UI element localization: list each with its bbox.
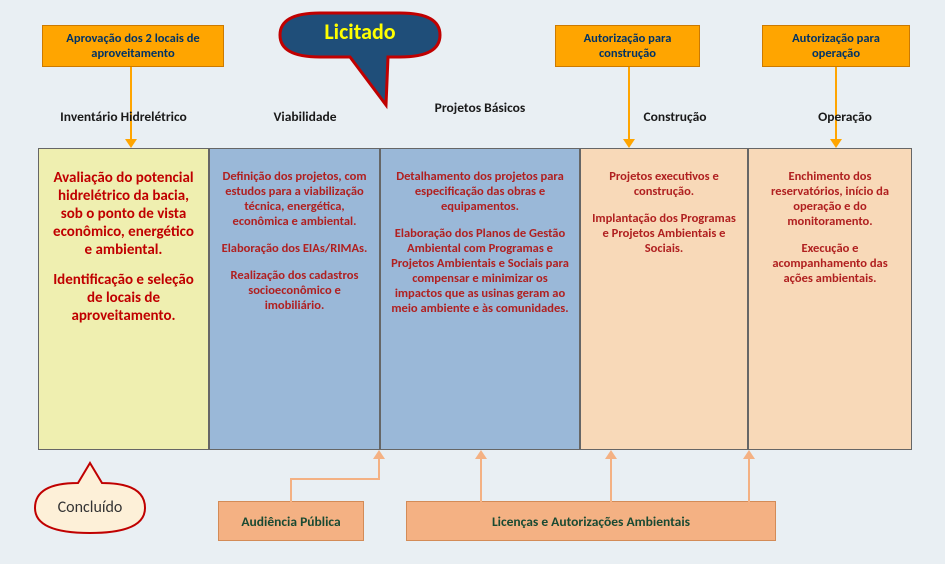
phase-1-p2: Realização dos cadastros socioeconômico …: [220, 268, 369, 313]
phase-0-p0: Avaliação do potencial hidrelétrico da b…: [49, 169, 198, 259]
phase-3-p0: Projetos executivos e construção.: [591, 169, 737, 199]
phase-0-p1: Identificação e seleção de locais de apr…: [49, 271, 198, 325]
concluido-label: Concluído: [42, 498, 138, 517]
licencas-arrow-1: [480, 458, 482, 502]
licencas-box: Licenças e Autorizações Ambientais: [406, 501, 776, 541]
licencas-arrow-2: [610, 458, 612, 502]
col-header-2: Projetos Básicos: [420, 99, 540, 116]
col-header-1: Viabilidade: [255, 108, 355, 125]
audiencia-arrow: [290, 458, 390, 503]
arrow-approval-down: [130, 67, 132, 140]
phase-2-p1: Elaboração dos Planos de Gestão Ambienta…: [391, 226, 569, 316]
authorization-construction-box: Autorização para construção: [555, 25, 700, 67]
phase-1-p1: Elaboração dos EIAs/RIMAs.: [222, 241, 368, 256]
phase-1-p0: Definição dos projetos, com estudos para…: [220, 169, 369, 229]
authorization-operation-box: Autorização para operação: [762, 25, 910, 67]
phase-box-1: Definição dos projetos, com estudos para…: [209, 148, 380, 450]
approval-box: Aprovação dos 2 locais de aproveitamento: [42, 25, 224, 67]
phase-4-p0: Enchimento dos reservatórios, início da …: [759, 169, 901, 229]
arrow-operation-down: [835, 67, 837, 140]
arrow-construction-down: [628, 67, 630, 140]
licencas-arrow-3: [748, 458, 750, 502]
approval-label: Aprovação dos 2 locais de aproveitamento: [49, 31, 217, 61]
phase-2-p0: Detalhamento dos projetos para especific…: [391, 169, 569, 214]
col-header-3: Construção: [615, 108, 735, 125]
phase-3-p1: Implantação dos Programas e Projetos Amb…: [591, 211, 737, 256]
audiencia-publica-label: Audiência Pública: [241, 513, 340, 530]
licencas-label: Licenças e Autorizações Ambientais: [492, 513, 690, 530]
phase-box-0: Avaliação do potencial hidrelétrico da b…: [38, 148, 209, 450]
col-header-4: Operação: [790, 108, 900, 125]
phase-box-4: Enchimento dos reservatórios, início da …: [748, 148, 912, 450]
phase-box-3: Projetos executivos e construção. Implan…: [580, 148, 748, 450]
col-header-0: Inventário Hidrelétrico: [38, 108, 209, 125]
phase-box-2: Detalhamento dos projetos para especific…: [380, 148, 580, 450]
phase-4-p1: Execução e acompanhamento das ações ambi…: [759, 241, 901, 286]
authorization-operation-label: Autorização para operação: [769, 31, 903, 61]
authorization-construction-label: Autorização para construção: [562, 31, 693, 61]
audiencia-publica-box: Audiência Pública: [218, 501, 364, 541]
licitado-label: Licitado: [310, 18, 410, 45]
